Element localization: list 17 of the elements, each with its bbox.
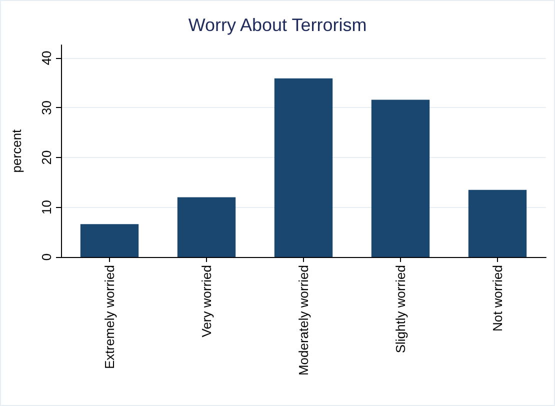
x-tick-label: Moderately worried	[296, 265, 311, 376]
x-tick-label: Very worried	[199, 265, 214, 338]
bar	[468, 190, 527, 257]
x-tick-label: Not worried	[490, 265, 505, 332]
chart-title: Worry About Terrorism	[188, 15, 367, 35]
y-tick-label: 40	[39, 50, 54, 66]
bar	[177, 197, 236, 257]
x-tick-label: Slightly worried	[393, 265, 408, 354]
x-tick-label: Extremely worried	[102, 265, 117, 370]
y-axis-title: percent	[9, 128, 24, 173]
bar	[371, 100, 430, 257]
y-tick-label: 20	[39, 150, 54, 165]
y-tick-label: 0	[39, 253, 54, 261]
bar	[80, 224, 139, 257]
y-tick-label: 30	[39, 100, 54, 115]
bar	[274, 78, 333, 257]
y-tick-label: 10	[39, 200, 54, 214]
